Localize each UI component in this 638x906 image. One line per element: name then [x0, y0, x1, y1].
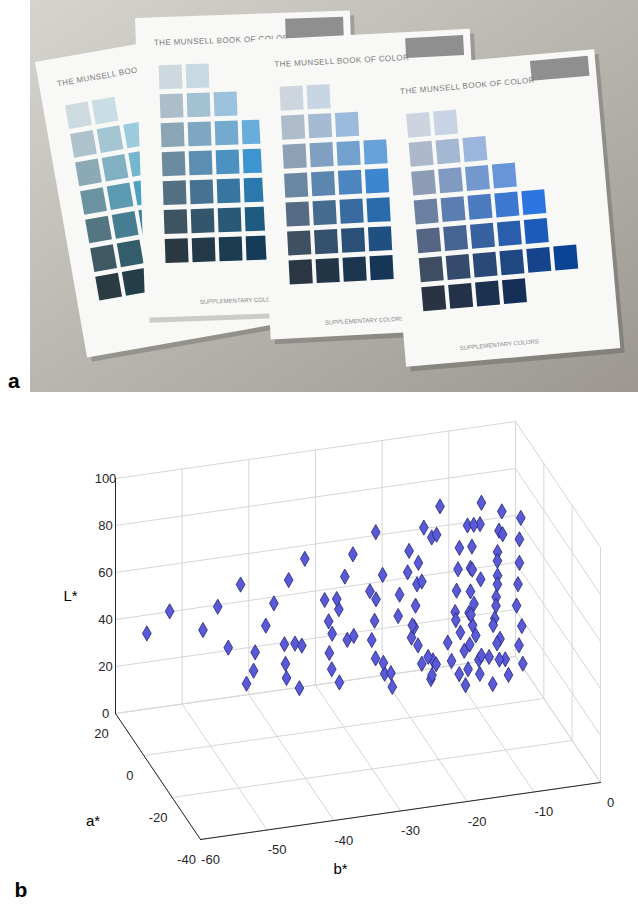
svg-text:-50: -50 [268, 842, 287, 857]
svg-text:40: 40 [98, 612, 112, 627]
svg-text:THE MUNSELL BOOK OF COLOR: THE MUNSELL BOOK OF COLOR [56, 56, 191, 89]
svg-text:-30: -30 [401, 823, 420, 838]
svg-text:THE MUNSELL BOOK OF COLOR: THE MUNSELL BOOK OF COLOR [153, 33, 289, 48]
svg-text:100: 100 [95, 471, 117, 486]
svg-text:-10: -10 [534, 804, 553, 819]
svg-text:b: b [15, 878, 28, 901]
svg-text:SUPPLEMENTARY COLORS: SUPPLEMENTARY COLORS [459, 338, 539, 351]
svg-text:THE MUNSELL BOOK OF COLOR: THE MUNSELL BOOK OF COLOR [400, 76, 535, 97]
svg-text:-40: -40 [177, 852, 196, 867]
svg-text:-20: -20 [149, 810, 168, 825]
svg-text:-40: -40 [334, 833, 353, 848]
svg-text:b*: b* [333, 860, 347, 877]
svg-text:SUPPLEMENTARY COLORS: SUPPLEMENTARY COLORS [325, 316, 405, 326]
svg-text:20: 20 [98, 659, 112, 674]
svg-text:0: 0 [126, 768, 133, 783]
svg-text:80: 80 [98, 518, 112, 533]
svg-text:60: 60 [98, 565, 112, 580]
svg-text:0: 0 [102, 706, 109, 721]
svg-text:-20: -20 [468, 814, 487, 829]
svg-text:a: a [8, 369, 20, 392]
svg-text:20: 20 [94, 726, 108, 741]
svg-text:SUPPLEMENTARY COLORS: SUPPLEMENTARY COLORS [200, 296, 280, 305]
svg-text:THE MUNSELL BOOK OF COLOR: THE MUNSELL BOOK OF COLOR [274, 53, 409, 69]
svg-text:0: 0 [607, 795, 614, 810]
svg-text:L*: L* [63, 587, 77, 604]
svg-text:-60: -60 [201, 852, 220, 867]
svg-text:a*: a* [86, 812, 100, 829]
